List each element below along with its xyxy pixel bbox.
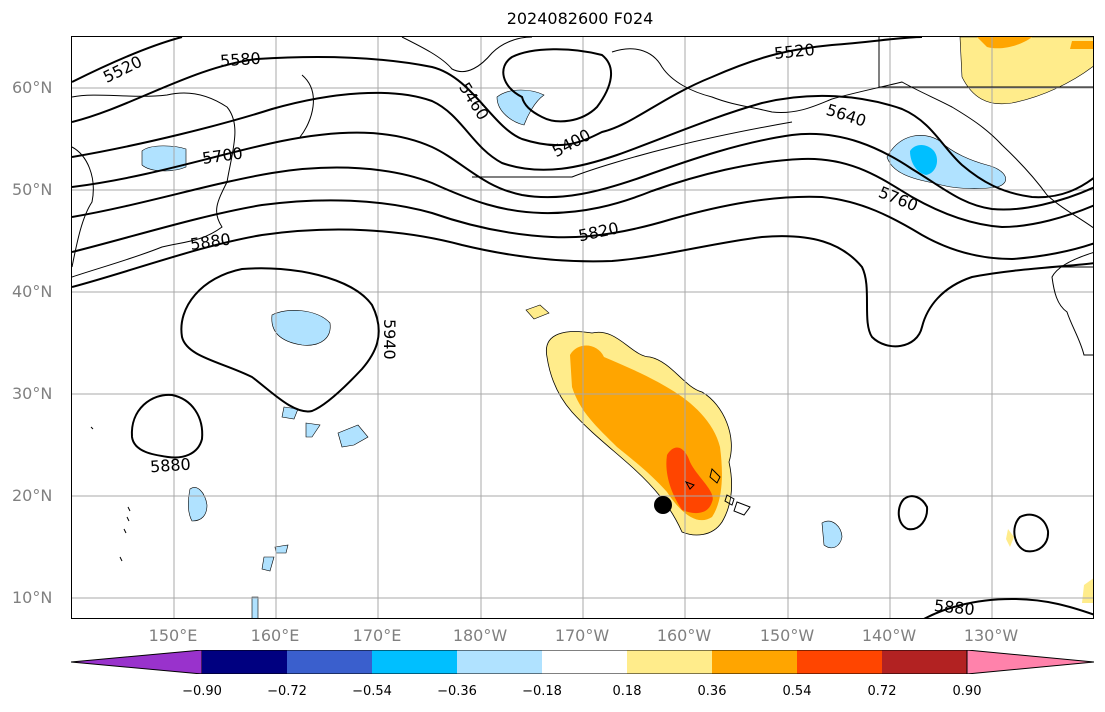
map-title: 2024082600 F024 bbox=[506, 9, 654, 28]
contour-label-5940: 5940 bbox=[380, 319, 399, 360]
colorbar-tick-label: −0.72 bbox=[267, 684, 307, 699]
positive-anomaly-area-central-pacific bbox=[546, 331, 733, 536]
colorbar-bin-neg054-036 bbox=[372, 650, 457, 674]
height-contours bbox=[72, 37, 1093, 618]
lat-label-30n: 30°N bbox=[12, 384, 53, 403]
colorbar-tick-label: −0.90 bbox=[182, 684, 222, 699]
contour-labels: 5520 5580 5700 5880 5460 5400 5520 5640 … bbox=[100, 40, 975, 619]
colorbar-tick-label: 0.36 bbox=[697, 684, 727, 699]
contour-label-5880-north: 5880 bbox=[189, 229, 232, 253]
contour-label-5520-west: 5520 bbox=[100, 52, 145, 87]
contour-label-5760: 5760 bbox=[876, 182, 921, 215]
contour-label-5580: 5580 bbox=[219, 49, 261, 71]
contour-label-5880-south: 5880 bbox=[933, 596, 975, 619]
colorbar-tick-label: −0.18 bbox=[522, 684, 562, 699]
colorbar-bin-neg072-054 bbox=[287, 650, 372, 674]
colorbar-bin-neg018-018 bbox=[542, 650, 627, 674]
lon-label-150w: 150°W bbox=[759, 626, 815, 645]
colorbar-extend-low bbox=[71, 650, 203, 674]
lon-label-150e: 150°E bbox=[148, 626, 198, 645]
map-canvas: 5520 5580 5700 5880 5460 5400 5520 5640 … bbox=[72, 37, 1093, 619]
colorbar-bin-neg036-018 bbox=[457, 650, 542, 674]
lat-label-20n: 20°N bbox=[12, 486, 53, 505]
lon-label-160w: 160°W bbox=[656, 626, 712, 645]
contour-label-5880-west: 5880 bbox=[149, 455, 191, 477]
lon-label-170w: 170°W bbox=[554, 626, 610, 645]
lon-label-170e: 170°E bbox=[352, 626, 402, 645]
colorbar-tick-label: −0.54 bbox=[352, 684, 392, 699]
colorbar-extend-high bbox=[966, 650, 1094, 674]
colorbar bbox=[71, 650, 1094, 674]
contour-label-5700: 5700 bbox=[201, 143, 244, 167]
lat-label-60n: 60°N bbox=[12, 78, 53, 97]
colorbar-bin-072-090 bbox=[882, 650, 967, 674]
colorbar-tick-label: 0.90 bbox=[952, 684, 982, 699]
lat-label-10n: 10°N bbox=[12, 588, 53, 607]
lon-label-160e: 160°E bbox=[250, 626, 300, 645]
colorbar-tick-label: 0.72 bbox=[867, 684, 897, 699]
lon-label-130w: 130°W bbox=[963, 626, 1019, 645]
lon-label-140w: 140°W bbox=[861, 626, 917, 645]
lon-label-180w: 180°W bbox=[452, 626, 508, 645]
colorbar-bin-018-036 bbox=[627, 650, 712, 674]
colorbar-bin-neg090-072 bbox=[202, 650, 287, 674]
colorbar-tick-label: 0.54 bbox=[782, 684, 812, 699]
lat-label-40n: 40°N bbox=[12, 282, 53, 301]
positive-anomaly-area-northeast bbox=[525, 37, 1093, 603]
colorbar-tick-label: −0.36 bbox=[437, 684, 477, 699]
colorbar-bin-054-072 bbox=[797, 650, 882, 674]
contour-label-5640: 5640 bbox=[824, 100, 869, 131]
lat-label-50n: 50°N bbox=[12, 180, 53, 199]
map-frame: 5520 5580 5700 5880 5460 5400 5520 5640 … bbox=[71, 36, 1094, 619]
contour-label-5400: 5400 bbox=[549, 125, 594, 161]
colorbar-bin-036-054 bbox=[712, 650, 797, 674]
contour-label-5520-east: 5520 bbox=[773, 40, 815, 63]
contour-label-5460: 5460 bbox=[455, 79, 493, 124]
colorbar-tick-label: 0.18 bbox=[612, 684, 642, 699]
graticule bbox=[72, 37, 1093, 618]
storm-position-dot bbox=[654, 496, 672, 514]
